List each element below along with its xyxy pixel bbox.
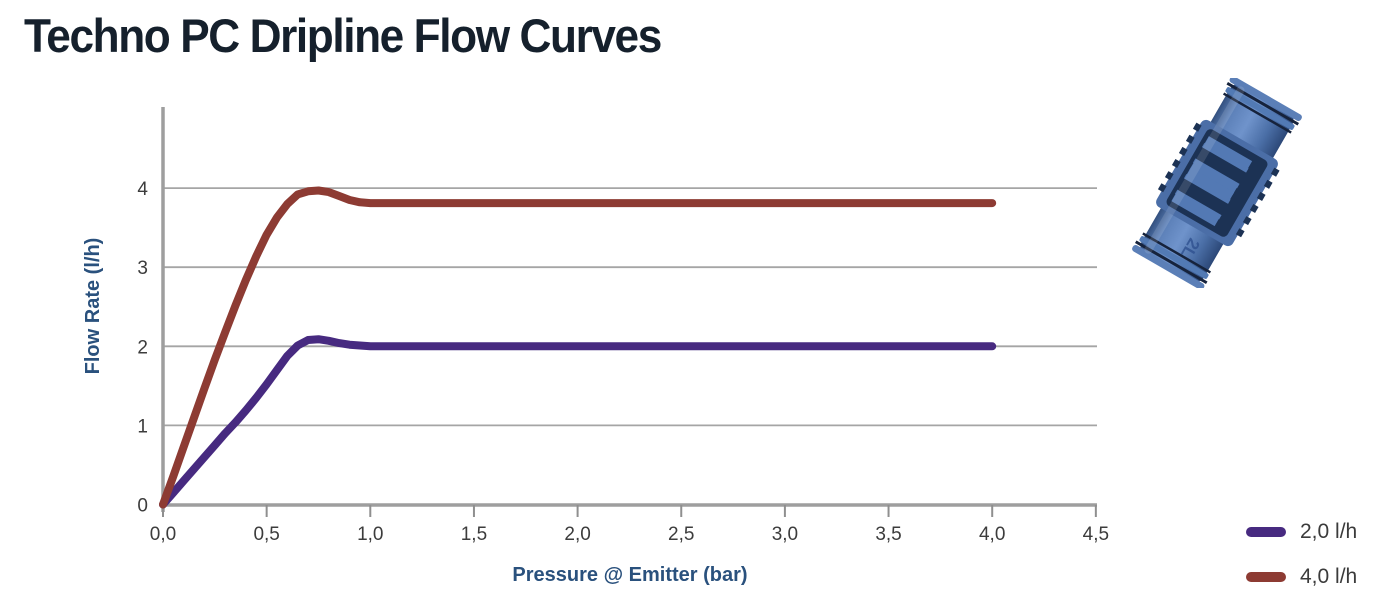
y-tick-label: 2 (137, 337, 148, 358)
dripper-top-flange (1229, 78, 1302, 121)
x-tick-label: 0,5 (253, 524, 279, 545)
legend-item: 2,0 l/h (1246, 520, 1357, 544)
x-tick-label: 0,0 (150, 524, 176, 545)
dripper-bottom-flange (1132, 245, 1205, 288)
x-axis-title: Pressure @ Emitter (bar) (512, 564, 747, 586)
y-tick-label: 0 (137, 496, 148, 517)
y-axis-title: Flow Rate (l/h) (82, 238, 104, 375)
legend-swatch-2lh (1246, 527, 1286, 537)
dripper-body: 2L (1132, 78, 1302, 288)
legend-label-4lh: 4,0 l/h (1300, 565, 1358, 588)
curves (159, 186, 997, 509)
y-tick-label: 4 (137, 179, 148, 200)
tick-labels: 0 1 2 3 4 0,0 0,5 1,0 1,5 2,0 2,5 3,0 3,5 4,0 4,5 (137, 179, 1109, 545)
gridlines (163, 187, 1097, 427)
x-tick-label: 3,0 (772, 524, 798, 545)
axis-ticks (162, 505, 1097, 517)
x-tick-label: 4,5 (1083, 524, 1109, 545)
page-title: Techno PC Dripline Flow Curves (24, 9, 662, 62)
x-tick-label: 2,0 (564, 524, 590, 545)
curve-40 (159, 186, 997, 509)
curve-20 (159, 335, 997, 509)
product-image-dripper: 2L (1132, 78, 1302, 288)
x-tick-label: 2,5 (668, 524, 694, 545)
x-tick-label: 3,5 (875, 524, 901, 545)
legend-label-2lh: 2,0 l/h (1300, 520, 1358, 543)
legend-item: 4,0 l/h (1246, 565, 1357, 589)
legend-swatch-4lh (1246, 572, 1286, 582)
x-tick-label: 4,0 (979, 524, 1005, 545)
y-tick-label: 1 (137, 416, 148, 437)
y-tick-label: 3 (137, 258, 148, 279)
legend: 2,0 l/h 4,0 l/h (1246, 520, 1357, 589)
x-tick-label: 1,0 (357, 524, 383, 545)
x-tick-label: 1,5 (461, 524, 487, 545)
